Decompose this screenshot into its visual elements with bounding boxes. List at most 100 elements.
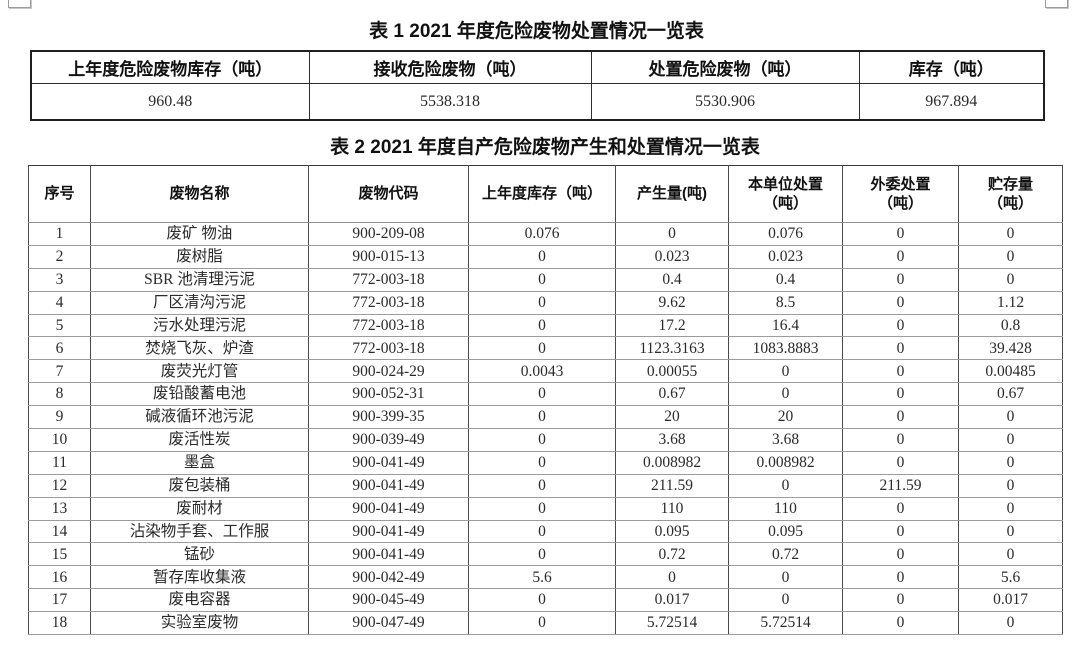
- cell: 0: [468, 428, 616, 452]
- cell: 5.72514: [615, 611, 729, 636]
- cell: 17: [28, 588, 91, 613]
- cell: 0: [842, 611, 959, 636]
- page-edge-fragment-left: [8, 0, 31, 8]
- cell: 15: [28, 542, 91, 567]
- cell: 20: [615, 405, 729, 430]
- table-row: 8 废铅酸蓄电池 900-052-31 0 0.67 0 0 0.67: [28, 382, 1063, 407]
- cell: 0: [728, 473, 843, 498]
- cell: 0: [468, 496, 616, 521]
- table-row: 4 厂区清沟污泥 772-003-18 0 9.62 8.5 0 1.12: [28, 290, 1063, 315]
- cell: 0: [728, 588, 843, 613]
- cell: 0: [958, 450, 1063, 475]
- cell: 14: [28, 519, 91, 544]
- table-row: 3 SBR 池清理污泥 772-003-18 0 0.4 0.4 0 0: [28, 267, 1063, 292]
- cell: 0.00055: [615, 359, 729, 384]
- cell: 废耐材: [90, 496, 309, 521]
- cell: 0: [468, 267, 616, 292]
- cell: 厂区清沟污泥: [90, 290, 309, 315]
- cell: 废包装桶: [90, 473, 309, 498]
- page-edge-fragment-right: [1045, 0, 1068, 8]
- cell: 0.67: [615, 382, 729, 407]
- cell: 0.095: [615, 519, 729, 544]
- cell: 900-052-31: [308, 382, 469, 407]
- column-header: 上年度库存（吨）: [468, 165, 616, 223]
- cell: 4: [28, 290, 91, 315]
- table-row: 18 实验室废物 900-047-49 0 5.72514 5.72514 0 0: [28, 611, 1063, 636]
- cell: 0: [958, 244, 1063, 269]
- cell: 8: [28, 382, 91, 407]
- cell: 0: [958, 267, 1063, 292]
- cell: 废矿 物油: [90, 222, 309, 246]
- cell: 5.6: [468, 565, 616, 590]
- cell: 3.68: [615, 428, 729, 452]
- cell: 0: [842, 588, 959, 613]
- cell: 13: [28, 496, 91, 521]
- cell: 960.48: [30, 83, 310, 121]
- cell: 10: [28, 428, 91, 452]
- cell: 0.72: [615, 542, 729, 567]
- column-header: 外委处置 （吨）: [842, 165, 959, 223]
- cell: 5538.318: [308, 83, 592, 121]
- cell: 0.076: [468, 222, 616, 246]
- table-row: 14 沾染物手套、工作服 900-041-49 0 0.095 0.095 0 0: [28, 519, 1063, 544]
- cell: 0.023: [728, 244, 843, 269]
- table-row: 5 污水处理污泥 772-003-18 0 17.2 16.4 0 0.8: [28, 313, 1063, 338]
- cell: 0.076: [728, 222, 843, 246]
- cell: 0.0043: [468, 359, 616, 384]
- cell: 6: [28, 336, 91, 361]
- cell: 0: [958, 496, 1063, 521]
- cell: 0: [615, 565, 729, 590]
- cell: 0: [842, 428, 959, 452]
- table2-header-row: 序号 废物名称 废物代码 上年度库存（吨） 产生量(吨) 本单位处置 （吨） 外…: [28, 165, 1063, 223]
- column-header: 库存（吨）: [858, 50, 1045, 84]
- cell: 1083.8883: [728, 336, 843, 361]
- cell: 0.023: [615, 244, 729, 269]
- cell: 0: [958, 473, 1063, 498]
- cell: 0.017: [615, 588, 729, 613]
- cell: 0: [842, 222, 959, 246]
- cell: 焚烧飞灰、炉渣: [90, 336, 309, 361]
- cell: 900-041-49: [308, 542, 469, 567]
- cell: 0: [468, 290, 616, 315]
- cell: 900-045-49: [308, 588, 469, 613]
- cell: 967.894: [858, 83, 1045, 121]
- cell: 110: [615, 496, 729, 521]
- cell: 900-041-49: [308, 496, 469, 521]
- cell: 0: [842, 290, 959, 315]
- cell: 12: [28, 473, 91, 498]
- cell: 0.095: [728, 519, 843, 544]
- cell: 16: [28, 565, 91, 590]
- cell: 0: [468, 519, 616, 544]
- cell: 2: [28, 244, 91, 269]
- cell: 暂存库收集液: [90, 565, 309, 590]
- cell: 0: [958, 542, 1063, 567]
- column-header: 产生量(吨): [615, 165, 729, 223]
- cell: 900-024-29: [308, 359, 469, 384]
- cell: 0.4: [728, 267, 843, 292]
- table1-title: 表 1 2021 年度危险废物处置情况一览表: [369, 21, 704, 42]
- cell: 211.59: [842, 473, 959, 498]
- table1-header-row: 上年度危险废物库存（吨） 接收危险废物（吨） 处置危险废物（吨） 库存（吨）: [30, 50, 1045, 84]
- cell: 0: [842, 313, 959, 338]
- cell: 1123.3163: [615, 336, 729, 361]
- cell: 废荧光灯管: [90, 359, 309, 384]
- cell: 110: [728, 496, 843, 521]
- table-row: 9 碱液循环池污泥 900-399-35 0 20 20 0 0: [28, 405, 1063, 430]
- cell: 9: [28, 405, 91, 430]
- cell: 0: [842, 382, 959, 407]
- cell: 0: [958, 405, 1063, 430]
- cell: 5530.906: [590, 83, 860, 121]
- cell: 废铅酸蓄电池: [90, 382, 309, 407]
- cell: 0: [842, 496, 959, 521]
- table-row: 11 墨盒 900-041-49 0 0.008982 0.008982 0 0: [28, 450, 1063, 475]
- column-header: 废物代码: [308, 165, 469, 223]
- cell: 900-041-49: [308, 450, 469, 475]
- cell: 5: [28, 313, 91, 338]
- cell: 9.62: [615, 290, 729, 315]
- cell: 锰砂: [90, 542, 309, 567]
- cell: 0.00485: [958, 359, 1063, 384]
- table2-title: 表 2 2021 年度自产危险废物产生和处置情况一览表: [330, 137, 760, 158]
- cell: 0: [468, 473, 616, 498]
- table-row: 15 锰砂 900-041-49 0 0.72 0.72 0 0: [28, 542, 1063, 567]
